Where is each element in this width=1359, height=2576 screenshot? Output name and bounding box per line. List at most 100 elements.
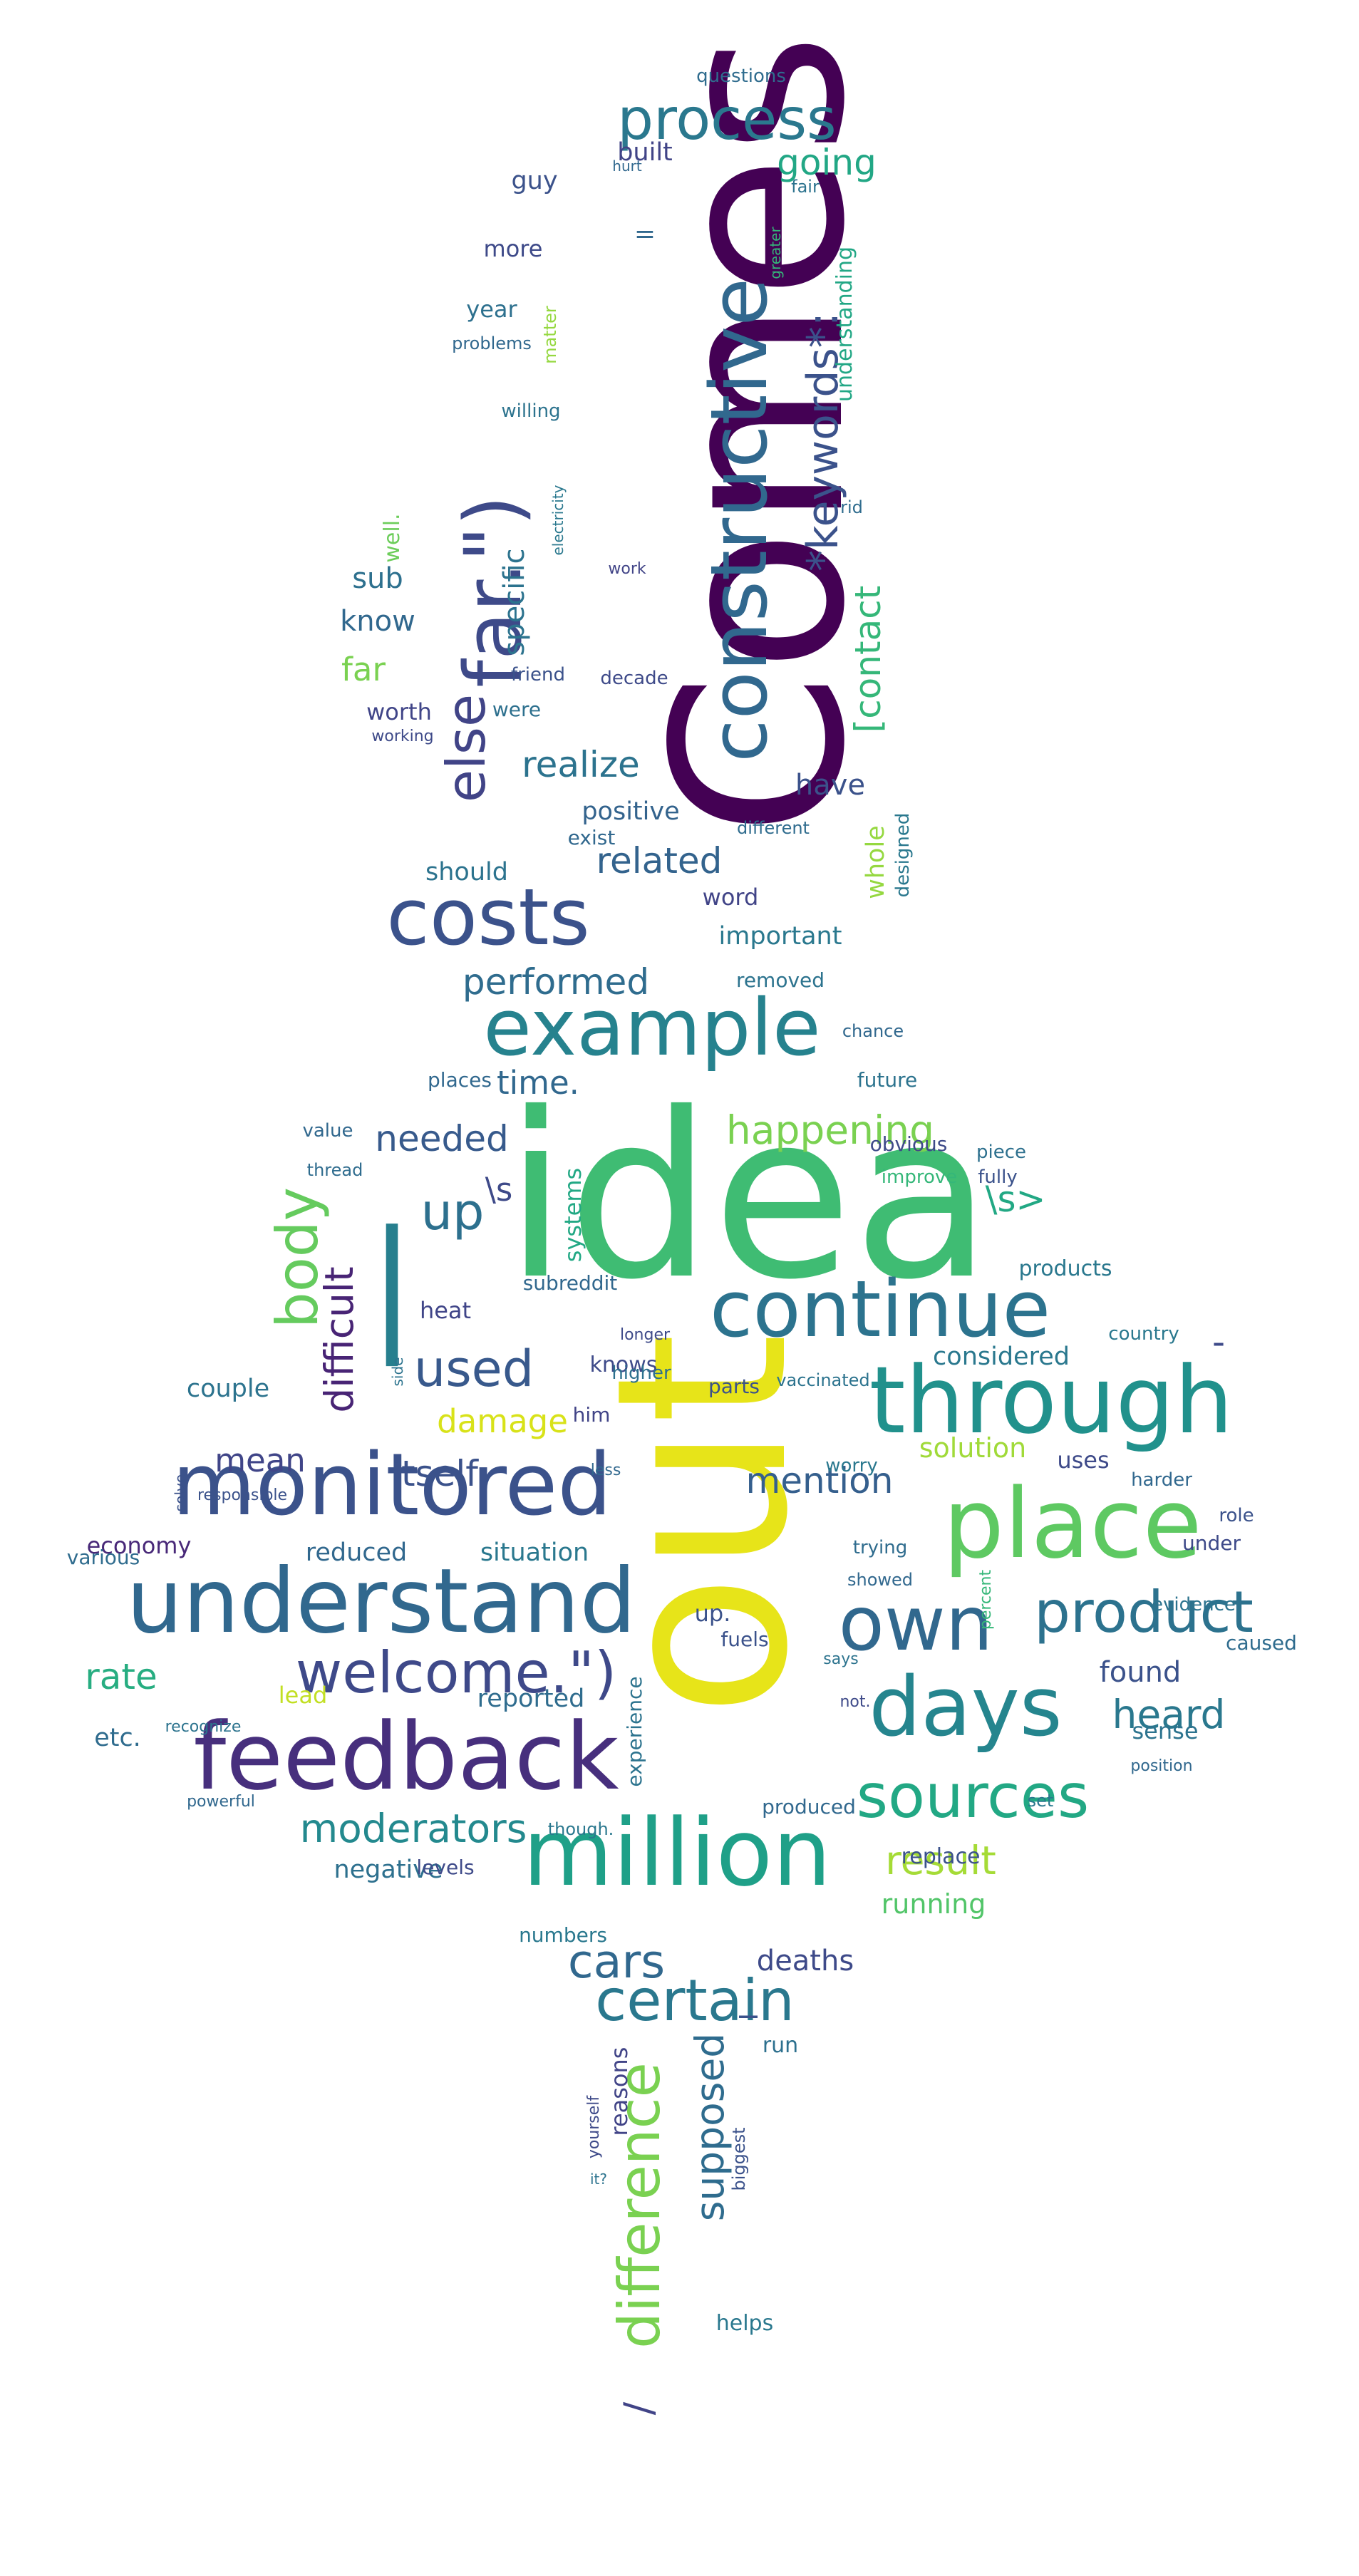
word-built: built: [617, 138, 673, 167]
word-future: future: [857, 1068, 917, 1092]
word-run: run: [763, 2033, 798, 2058]
word-equals: =: [634, 219, 656, 249]
word-welcome: welcome."): [296, 1640, 616, 1706]
word-deaths: deaths: [757, 1945, 854, 1977]
word-contact: [contact: [847, 586, 889, 733]
word-willing: willing: [501, 400, 560, 422]
word-result: result: [885, 1838, 996, 1883]
word-should: should: [425, 858, 508, 886]
word-under: under: [1182, 1531, 1241, 1555]
word-couple: couple: [187, 1375, 269, 1403]
word-reasons: reasons: [606, 2047, 633, 2136]
word-designed: designed: [892, 813, 914, 898]
word-heard: heard: [1112, 1692, 1226, 1737]
word-time: time.: [497, 1064, 579, 1102]
word-performed: performed: [463, 961, 649, 1003]
word-realize: realize: [522, 744, 640, 785]
word-example: example: [483, 982, 820, 1073]
word-s-gt: \s>: [986, 1179, 1046, 1220]
word-numbers: numbers: [519, 1923, 607, 1947]
word-going: going: [777, 142, 877, 183]
word-heat: heat: [420, 1297, 471, 1324]
word-reported: reported: [477, 1685, 585, 1713]
word-costs: costs: [386, 871, 590, 963]
word-related: related: [596, 840, 723, 881]
word-fair: fair: [791, 177, 820, 197]
word-mean: mean: [215, 1442, 306, 1479]
word-less: less: [591, 1462, 621, 1479]
word-slash: /: [616, 2401, 661, 2415]
word-damage: damage: [437, 1402, 568, 1440]
word-subreddit: subreddit: [523, 1271, 618, 1295]
word-difficult: difficult: [316, 1266, 362, 1412]
word-guy: guy: [511, 167, 557, 195]
word-harder: harder: [1131, 1469, 1192, 1491]
word-running: running: [882, 1888, 986, 1920]
word-moderators: moderators: [300, 1806, 527, 1851]
word-etc: etc.: [94, 1724, 141, 1752]
word-greater: greater: [767, 227, 784, 279]
word-continue: continue: [710, 1263, 1050, 1355]
word-replace: replace: [901, 1844, 981, 1869]
word-value: value: [302, 1120, 353, 1142]
word-uses: uses: [1057, 1447, 1109, 1474]
word-underscore: _: [739, 1977, 758, 2018]
word-worry: worry: [825, 1455, 877, 1476]
word-specific: specific: [498, 548, 531, 656]
word-improve: improve: [882, 1167, 957, 1188]
word-experience: experience: [623, 1676, 646, 1786]
word-supposed: supposed: [687, 2033, 733, 2221]
word-up-dot: up.: [695, 1600, 731, 1627]
word-questions: questions: [696, 66, 786, 87]
word-sources: sources: [857, 1762, 1090, 1832]
word-thread: thread: [307, 1160, 363, 1180]
word-body: body: [264, 1187, 331, 1328]
word-says: says: [823, 1650, 858, 1668]
word-happening: happening: [726, 1107, 934, 1153]
word-exist: exist: [568, 826, 616, 849]
word-position: position: [1130, 1757, 1192, 1775]
word-different: different: [737, 818, 810, 838]
word-systems: systems: [559, 1168, 587, 1262]
word-removed: removed: [736, 968, 825, 992]
word-idea: idea: [505, 1065, 993, 1330]
word-whole: whole: [862, 825, 890, 899]
word-reduced: reduced: [306, 1538, 408, 1567]
word-piece: piece: [976, 1142, 1026, 1163]
word-caused: caused: [1226, 1631, 1297, 1655]
word-place: place: [943, 1468, 1202, 1580]
word-rate: rate: [85, 1656, 157, 1697]
word-levels: levels: [416, 1856, 474, 1879]
word-million: million: [522, 1799, 831, 1907]
word-feedback: feedback: [193, 1702, 619, 1811]
word-mention: mention: [746, 1460, 894, 1501]
word-itself: itself: [391, 1453, 479, 1494]
word-him: him: [573, 1403, 611, 1427]
word-powerful: powerful: [187, 1793, 255, 1811]
word-solution: solution: [919, 1432, 1026, 1464]
word-s: \s: [485, 1171, 513, 1209]
word-more: more: [484, 235, 543, 262]
word-constructive: constructive: [693, 278, 785, 762]
word-understanding: understanding: [832, 247, 857, 402]
word-side: side: [389, 1357, 406, 1387]
word-own: own: [839, 1581, 993, 1667]
word-problems: problems: [452, 333, 532, 353]
word-dash: -: [1212, 1321, 1225, 1362]
word-biggest: biggest: [729, 2127, 749, 2190]
word-important: important: [719, 922, 842, 951]
word-found: found: [1100, 1656, 1182, 1689]
word-up: up: [421, 1183, 485, 1241]
word-friend: friend: [511, 664, 565, 686]
word-trying: trying: [853, 1537, 907, 1558]
word-know: know: [340, 605, 415, 638]
word-vaccinated: vaccinated: [776, 1370, 869, 1390]
word-considered: considered: [933, 1343, 1070, 1371]
word-comes: Comes: [623, 33, 896, 837]
word-country: country: [1108, 1323, 1179, 1345]
word-positive: positive: [582, 797, 679, 826]
word-through: through: [869, 1346, 1234, 1454]
word-needed: needed: [375, 1118, 508, 1159]
word-working: working: [371, 728, 433, 745]
